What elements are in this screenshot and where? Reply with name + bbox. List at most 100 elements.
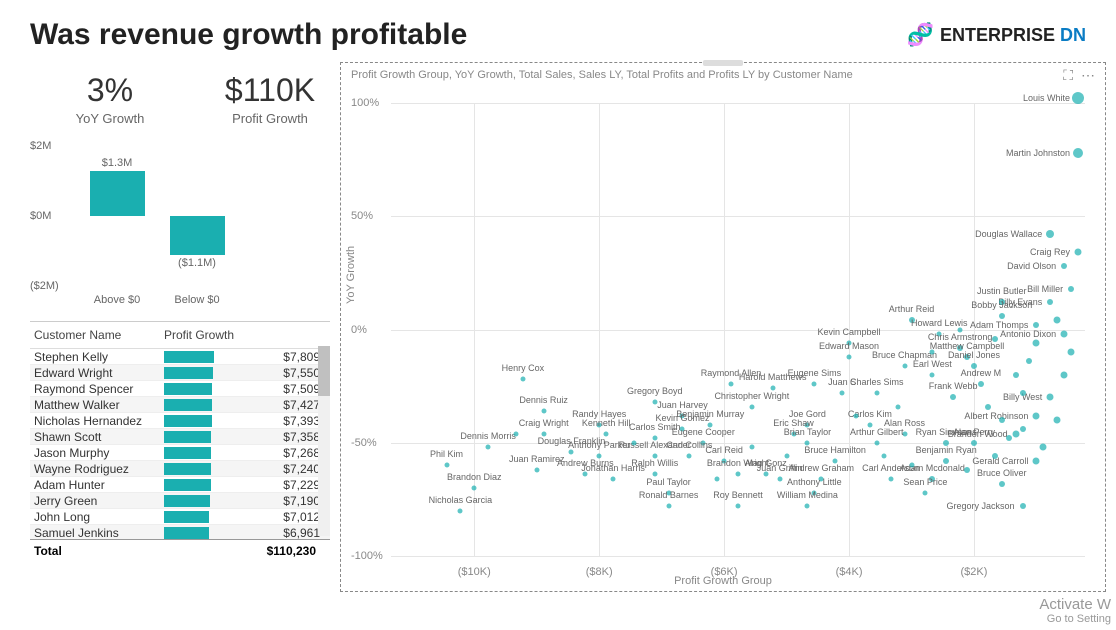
scatter-point[interactable] xyxy=(971,363,977,369)
focus-mode-handle[interactable] xyxy=(703,60,743,66)
scatter-point[interactable] xyxy=(1020,503,1026,509)
scatter-point[interactable] xyxy=(1054,317,1061,324)
scatter-point[interactable] xyxy=(923,490,928,495)
scatter-point[interactable] xyxy=(736,472,741,477)
scatter-point[interactable] xyxy=(736,504,741,509)
scatter-point[interactable] xyxy=(1020,426,1026,432)
scatter-point[interactable] xyxy=(1061,263,1067,269)
kpi-yoy-growth[interactable]: 3% YoY Growth xyxy=(50,72,170,126)
scatter-point[interactable] xyxy=(444,463,449,468)
scatter-point[interactable] xyxy=(847,354,852,359)
scatter-point[interactable] xyxy=(895,404,900,409)
table-row[interactable]: John Long$7,012 xyxy=(30,509,330,525)
scatter-point[interactable] xyxy=(597,422,602,427)
scatter-point[interactable] xyxy=(652,454,657,459)
scatter-point[interactable] xyxy=(1012,430,1019,437)
scatter-point[interactable] xyxy=(784,454,789,459)
scatter-point[interactable] xyxy=(534,467,539,472)
table-row[interactable]: Samuel Jenkins$6,961 xyxy=(30,525,330,539)
scatter-point[interactable] xyxy=(583,472,588,477)
scatter-point[interactable] xyxy=(680,413,685,418)
scatter-point[interactable] xyxy=(458,508,463,513)
table-row[interactable]: Shawn Scott$7,358 xyxy=(30,429,330,445)
scatter-point[interactable] xyxy=(957,345,963,351)
scatter-point[interactable] xyxy=(937,332,942,337)
scatter-point[interactable] xyxy=(1006,435,1012,441)
table-row[interactable]: Nicholas Hernandez$7,393 xyxy=(30,413,330,429)
scatter-point[interactable] xyxy=(520,377,525,382)
scatter-point[interactable] xyxy=(964,354,970,360)
scatter-point[interactable] xyxy=(999,481,1005,487)
scatter-point[interactable] xyxy=(943,440,949,446)
scatter-point[interactable] xyxy=(1033,457,1040,464)
scatter-point[interactable] xyxy=(985,404,991,410)
scatter-point[interactable] xyxy=(652,472,657,477)
focus-mode-icon[interactable]: ⛶ xyxy=(1063,67,1073,84)
scatter-point[interactable] xyxy=(999,313,1005,319)
scatter-point[interactable] xyxy=(1033,412,1040,419)
scatter-point[interactable] xyxy=(929,476,935,482)
kpi-profit-growth[interactable]: $110K Profit Growth xyxy=(210,72,330,126)
scatter-point[interactable] xyxy=(805,440,810,445)
scatter-point[interactable] xyxy=(611,476,616,481)
bar-above-0[interactable] xyxy=(90,171,145,217)
scatter-point[interactable] xyxy=(950,394,956,400)
scatter-point[interactable] xyxy=(604,431,609,436)
scatter-point[interactable] xyxy=(541,431,546,436)
scatter-point[interactable] xyxy=(909,463,914,468)
scatter-point[interactable] xyxy=(1026,358,1032,364)
scatter-point[interactable] xyxy=(964,467,970,473)
scatter-point[interactable] xyxy=(805,422,810,427)
table-row[interactable]: Jerry Green$7,190 xyxy=(30,493,330,509)
table-col-profit-growth[interactable]: Profit Growth xyxy=(164,328,254,342)
scatter-point[interactable] xyxy=(666,504,671,509)
scatter-point[interactable] xyxy=(874,390,879,395)
scatter-point[interactable] xyxy=(999,417,1005,423)
scatter-point[interactable] xyxy=(749,404,754,409)
scatter-point[interactable] xyxy=(708,422,713,427)
table-col-customer[interactable]: Customer Name xyxy=(34,328,164,342)
scatter-point[interactable] xyxy=(715,476,720,481)
scatter-point[interactable] xyxy=(631,440,636,445)
table-row[interactable]: Stephen Kelly$7,809 xyxy=(30,349,330,365)
scatter-point[interactable] xyxy=(812,381,817,386)
table-row[interactable]: Jason Murphy$7,268 xyxy=(30,445,330,461)
scatter-point[interactable] xyxy=(874,440,879,445)
scatter-point[interactable] xyxy=(943,458,949,464)
scatter-point[interactable] xyxy=(597,454,602,459)
more-options-icon[interactable]: ⋯ xyxy=(1081,67,1095,84)
scatter-point[interactable] xyxy=(812,490,817,495)
scatter-point[interactable] xyxy=(541,409,546,414)
scatter-point[interactable] xyxy=(472,486,477,491)
customer-table[interactable]: Customer Name Profit Growth Stephen Kell… xyxy=(30,321,330,562)
scatter-point[interactable] xyxy=(888,476,893,481)
table-row[interactable]: Raymond Spencer$7,509 xyxy=(30,381,330,397)
table-row[interactable]: Adam Hunter$7,229 xyxy=(30,477,330,493)
scatter-point[interactable] xyxy=(958,327,963,332)
scatter-point[interactable] xyxy=(1061,371,1068,378)
scatter-point[interactable] xyxy=(1047,299,1053,305)
table-row[interactable]: Wayne Rodriguez$7,240 xyxy=(30,461,330,477)
scatter-point[interactable] xyxy=(569,449,574,454)
scatter-point[interactable] xyxy=(999,299,1005,305)
scatter-point[interactable] xyxy=(729,381,734,386)
scatter-point[interactable] xyxy=(992,336,998,342)
scatter-point[interactable] xyxy=(1068,286,1074,292)
scatter-point[interactable] xyxy=(853,413,858,418)
scatter-point[interactable] xyxy=(680,427,685,432)
scatter-point[interactable] xyxy=(971,440,977,446)
bar-chart-profit-groups[interactable]: $2M$0M($2M)$1.3MAbove $0($1.1M)Below $0 xyxy=(30,146,330,306)
scatter-point[interactable] xyxy=(687,454,692,459)
scatter-point[interactable] xyxy=(1072,92,1084,104)
scatter-point[interactable] xyxy=(840,390,845,395)
scatter-point[interactable] xyxy=(819,476,824,481)
scatter-point[interactable] xyxy=(1013,372,1019,378)
scatter-point[interactable] xyxy=(881,454,886,459)
scatter-point[interactable] xyxy=(909,317,915,323)
scatter-point[interactable] xyxy=(777,476,782,481)
scatter-point[interactable] xyxy=(1020,390,1026,396)
scatter-point[interactable] xyxy=(1046,230,1054,238)
scatter-point[interactable] xyxy=(1040,444,1047,451)
scatter-point[interactable] xyxy=(867,422,872,427)
scatter-point[interactable] xyxy=(805,504,810,509)
